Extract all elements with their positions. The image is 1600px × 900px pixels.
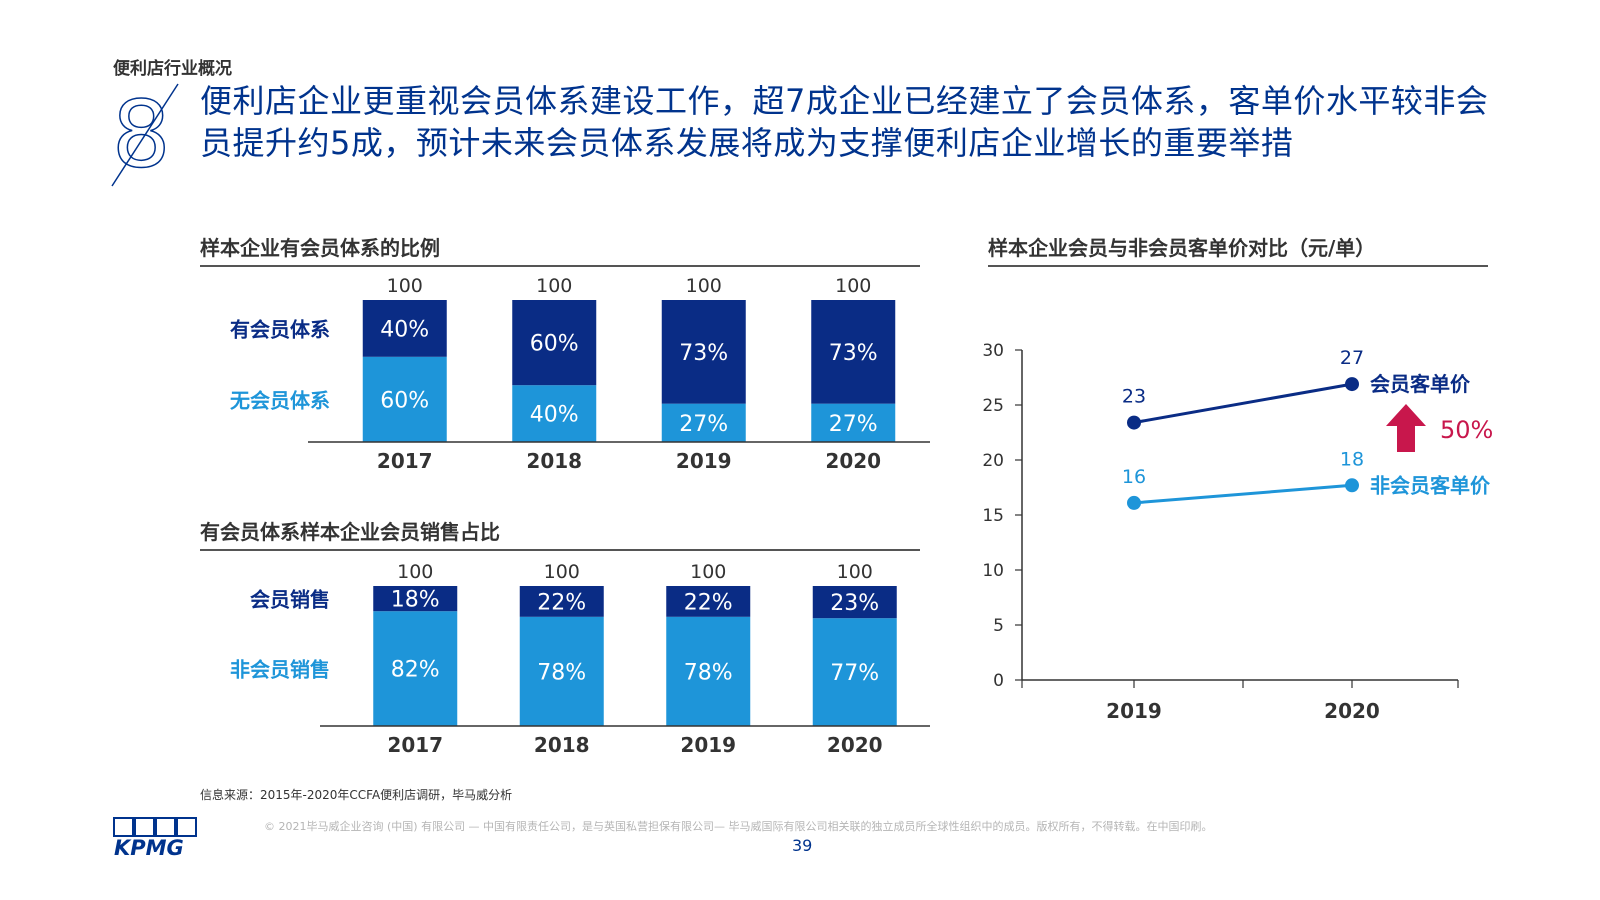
legend-label: 有会员体系 [230, 317, 330, 341]
bar-segment [811, 300, 896, 404]
bar-segment [519, 586, 604, 617]
x-tick-label: 2017 [387, 733, 443, 757]
total-label: 100 [397, 561, 433, 583]
x-tick-label: 2020 [1324, 699, 1380, 723]
x-tick-label: 2019 [1106, 699, 1162, 723]
legend-label: 无会员体系 [230, 388, 330, 412]
membership-ratio-chart: 60% 40% 100 2017 40% 60% 100 2018 27% 73% 100 2019 2… [230, 275, 930, 473]
data-label: 73% [679, 341, 728, 366]
member-sales-share-chart: 82% 18% 100 2017 78% 22% 100 2018 78% 22% 100 2019 7… [230, 561, 930, 757]
data-label: 60% [530, 332, 579, 357]
series-line [1133, 483, 1353, 505]
page-headline: 便利店企业更重视会员体系建设工作，超7成企业已经建立了会员体系，客单价水平较非会… [200, 82, 1489, 162]
data-point [1127, 495, 1141, 510]
legend-label: 会员销售 [250, 588, 330, 612]
series-label: 非会员客单价 [1370, 473, 1491, 497]
x-tick-label: 2018 [526, 449, 582, 473]
bar-segment [811, 403, 896, 442]
y-tick-label: 15 [982, 506, 1004, 526]
data-label: 18 [1340, 448, 1364, 470]
bar-segment [666, 586, 751, 617]
copyright-text: © 2021毕马威企业咨询 (中国) 有限公司 — 中国有限责任公司，是与英国私… [264, 820, 1213, 833]
y-tick-label: 5 [993, 616, 1004, 636]
bar-segment [362, 356, 447, 442]
legend-label: 非会员销售 [230, 658, 330, 682]
page-number: 39 [792, 836, 813, 855]
section-label: 便利店行业概况 [113, 59, 232, 79]
data-label: 78% [684, 660, 733, 685]
bar-segment [661, 300, 746, 404]
series-label: 会员客单价 [1370, 372, 1471, 396]
x-tick-label: 2020 [825, 449, 881, 473]
chart2-title: 有会员体系样本企业会员销售占比 [200, 516, 920, 551]
data-label: 16 [1122, 466, 1146, 488]
data-label: 27% [679, 412, 728, 437]
total-label: 100 [837, 561, 873, 583]
kpmg-logo: KPMG [113, 817, 197, 860]
bar-segment [512, 385, 597, 442]
data-label: 23 [1122, 386, 1146, 408]
bar-segment [666, 616, 751, 726]
x-tick-label: 2018 [534, 733, 590, 757]
x-tick-label: 2020 [827, 733, 883, 757]
bar-segment [812, 618, 897, 726]
data-label: 40% [380, 317, 429, 342]
data-label: 73% [829, 341, 878, 366]
data-label: 27 [1340, 347, 1364, 369]
chart3-title: 样本企业会员与非会员客单价对比（元/单） [988, 232, 1488, 267]
data-label: 82% [391, 658, 440, 683]
increase-arrow-icon [1386, 404, 1426, 452]
x-tick-label: 2019 [680, 733, 736, 757]
bar-segment [512, 300, 597, 386]
data-label: 60% [380, 388, 429, 413]
data-point [1345, 377, 1359, 392]
bar-segment [519, 616, 604, 726]
total-label: 100 [387, 275, 423, 297]
bar-segment [661, 403, 746, 442]
data-label: 27% [829, 412, 878, 437]
data-label: 18% [391, 588, 440, 613]
data-point [1127, 415, 1141, 430]
y-tick-label: 30 [982, 341, 1004, 361]
total-label: 100 [536, 275, 572, 297]
x-tick-label: 2019 [676, 449, 732, 473]
y-tick-label: 10 [982, 561, 1004, 581]
y-tick-label: 0 [993, 671, 1004, 691]
svg-text:KPMG: KPMG [114, 836, 184, 860]
bar-segment [812, 586, 897, 619]
annotation-label: 50% [1440, 416, 1493, 444]
avg-ticket-line-chart: 0 5 10 15 20 25 30 2019 2020 23 27 会员客单价 16 18 非会员客单价 5… [982, 341, 1493, 723]
total-label: 100 [544, 561, 580, 583]
y-tick-label: 25 [982, 396, 1004, 416]
data-label: 40% [530, 403, 579, 428]
data-label: 22% [537, 590, 586, 615]
chart1-title: 样本企业有会员体系的比例 [200, 232, 920, 267]
data-label: 22% [684, 590, 733, 615]
bar-segment [373, 611, 458, 726]
source-note: 信息来源：2015年-2020年CCFA便利店调研，毕马威分析 [200, 788, 513, 802]
section-number-graphic: 8 [111, 82, 179, 189]
total-label: 100 [690, 561, 726, 583]
series-line [1133, 382, 1353, 425]
total-label: 100 [686, 275, 722, 297]
y-tick-label: 20 [982, 451, 1004, 471]
bar-segment [373, 586, 458, 612]
data-label: 23% [830, 591, 879, 616]
section-slash [111, 83, 179, 187]
bar-segment [362, 300, 447, 357]
total-label: 100 [835, 275, 871, 297]
x-tick-label: 2017 [377, 449, 433, 473]
data-label: 78% [537, 660, 586, 685]
data-label: 77% [830, 661, 879, 686]
data-point [1345, 478, 1359, 493]
